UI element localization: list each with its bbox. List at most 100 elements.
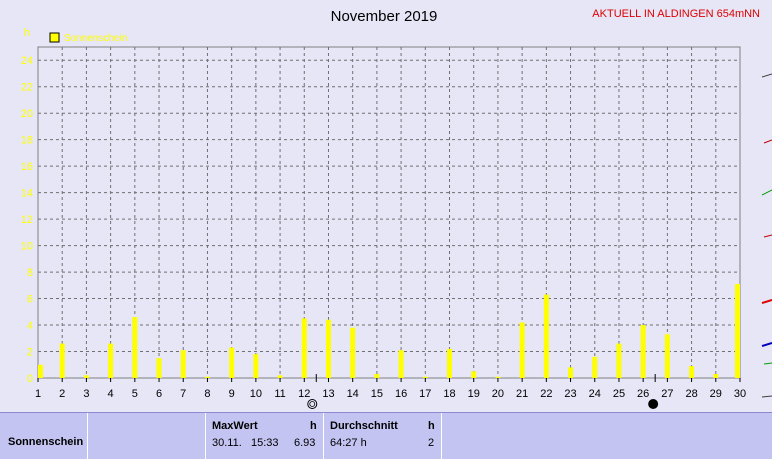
moon-phase-markers — [307, 374, 659, 409]
average-cell: Durchschnitt h 64:27 h 2 — [324, 413, 442, 459]
x-tick-label: 17 — [419, 388, 431, 400]
x-tick-label: 25 — [613, 388, 625, 400]
avg-total: 64:27 h — [330, 437, 367, 449]
x-tick-label: 21 — [516, 388, 528, 400]
bar — [713, 374, 719, 378]
x-tick-label: 16 — [395, 388, 407, 400]
bar — [301, 318, 307, 378]
full-moon-icon — [307, 399, 318, 409]
row-label: Sonnenschein — [8, 436, 84, 448]
bar — [519, 322, 525, 378]
x-tick-label: 18 — [443, 388, 455, 400]
x-tick-label: 23 — [564, 388, 576, 400]
x-tick-label: 13 — [322, 388, 334, 400]
x-tick-label: 22 — [540, 388, 552, 400]
bar — [735, 283, 740, 378]
bar — [495, 376, 501, 378]
x-tick-label: 24 — [589, 388, 601, 400]
x-tick-label: 28 — [685, 388, 697, 400]
x-tick-label: 12 — [298, 388, 310, 400]
y-tick-label: 20 — [21, 108, 33, 120]
y-tick-label: 22 — [21, 82, 33, 94]
x-tick-label: 2 — [59, 388, 65, 400]
bar-series — [38, 283, 740, 378]
y-tick-label: 16 — [21, 161, 33, 173]
bar — [664, 334, 670, 378]
x-tick-label: 5 — [132, 388, 138, 400]
bar — [229, 347, 235, 378]
bar — [640, 325, 646, 378]
x-tick-label: 9 — [229, 388, 235, 400]
max-value: 6.93 — [294, 437, 316, 449]
stats-table: Sonnenschein MaxWert h 30.11. 15:33 6.93… — [0, 412, 772, 459]
y-tick-label: 12 — [21, 214, 33, 226]
y-tick-label: 14 — [21, 188, 33, 200]
bar — [156, 358, 162, 378]
bar — [543, 294, 549, 378]
x-tick-label: 8 — [204, 388, 210, 400]
bar — [204, 376, 210, 378]
x-tick-label: 19 — [468, 388, 480, 400]
bar — [398, 350, 404, 378]
x-tick-label: 14 — [347, 388, 359, 400]
avg-header: Durchschnitt — [330, 420, 398, 432]
plot-area — [37, 46, 741, 379]
bar — [325, 319, 331, 378]
x-tick-label: 27 — [661, 388, 673, 400]
bar — [422, 376, 428, 378]
max-value-cell: MaxWert h 30.11. 15:33 6.93 — [206, 413, 324, 459]
x-tick-label: 10 — [250, 388, 262, 400]
bar — [374, 374, 380, 378]
y-tick-label: 24 — [21, 55, 33, 67]
max-header: MaxWert — [212, 420, 258, 432]
stats-spacer-cell — [88, 413, 206, 459]
x-tick-label: 11 — [274, 388, 285, 400]
max-time: 15:33 — [251, 437, 279, 449]
bar — [38, 364, 43, 378]
x-tick-label: 26 — [637, 388, 649, 400]
y-tick-label: 18 — [21, 135, 33, 147]
bar — [83, 375, 89, 378]
x-tick-label: 6 — [156, 388, 162, 400]
avg-value: 2 — [428, 437, 435, 449]
y-tick-label: 4 — [27, 320, 33, 332]
bar — [108, 343, 114, 378]
bar — [447, 348, 453, 378]
bar — [253, 354, 259, 378]
y-tick-label: 0 — [27, 373, 33, 385]
x-tick-label: 20 — [492, 388, 504, 400]
max-date: 30.11. — [212, 437, 242, 449]
x-tick-label: 7 — [180, 388, 186, 400]
sunshine-chart: November 2019 AKTUELL IN ALDINGEN 654mNN… — [21, 8, 772, 409]
y-axis-unit: h — [24, 27, 30, 39]
x-tick-label: 29 — [710, 388, 722, 400]
x-tick-label: 30 — [734, 388, 746, 400]
bar — [180, 350, 186, 378]
x-axis: 1 2 3 4 5 6 7 8 9 10 11 12 13 14 15 16 17 18 19 20 21 22 23 24 2… — [35, 378, 746, 400]
y-tick-label: 10 — [21, 241, 33, 253]
y-tick-label: 2 — [27, 347, 33, 359]
x-tick-label: 3 — [83, 388, 89, 400]
max-unit: h — [310, 420, 317, 432]
bar — [277, 375, 283, 378]
bar — [568, 367, 574, 378]
legend-swatch — [49, 32, 60, 43]
chart-title: November 2019 — [331, 8, 438, 25]
bar — [59, 343, 65, 378]
x-tick-label: 15 — [371, 388, 383, 400]
stats-row-label-cell: Sonnenschein — [0, 413, 88, 459]
new-moon-icon — [648, 399, 659, 409]
bar — [350, 327, 356, 378]
grid-lines — [38, 47, 740, 378]
y-tick-label: 6 — [27, 294, 33, 306]
side-markers — [761, 73, 772, 398]
y-tick-label: 8 — [27, 267, 33, 279]
x-tick-label: 4 — [108, 388, 114, 400]
bar — [689, 366, 695, 378]
x-tick-label: 1 — [35, 388, 41, 400]
avg-unit: h — [428, 420, 435, 432]
full-moon-icon-inner — [309, 401, 316, 407]
bar — [616, 343, 622, 378]
location-label: AKTUELL IN ALDINGEN 654mNN — [592, 8, 760, 20]
legend-label: Sonnenschein — [64, 33, 127, 44]
